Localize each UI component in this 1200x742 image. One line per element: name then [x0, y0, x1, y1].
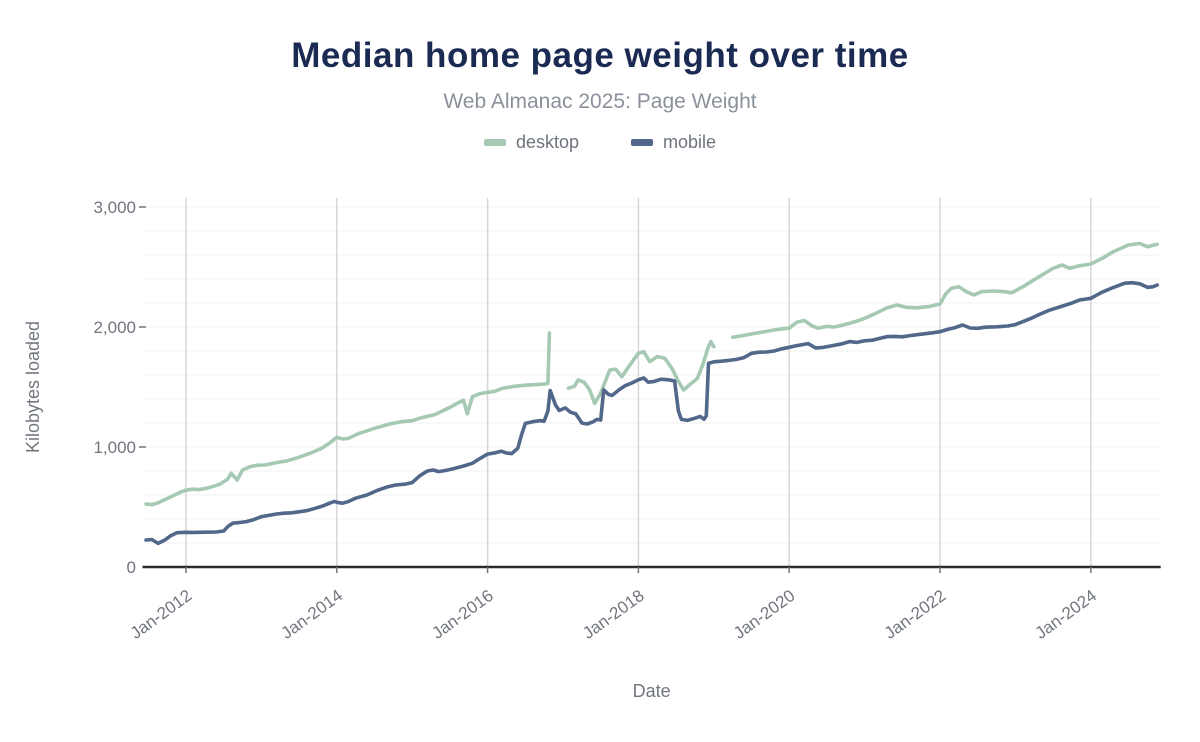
chart-subtitle: Web Almanac 2025: Page Weight: [443, 90, 757, 113]
series-line-mobile: [144, 280, 1159, 546]
series-line-desktop: [144, 241, 1159, 507]
x-tick-label: Jan-2020: [730, 586, 799, 643]
mobile-swatch-icon: [631, 139, 653, 146]
y-tick-label: 3,000: [93, 198, 136, 217]
y-tick-label: 1,000: [93, 438, 136, 457]
x-tick-label: Jan-2022: [881, 586, 950, 643]
legend-label-mobile: mobile: [663, 132, 717, 152]
chart-legend: desktop mobile: [0, 132, 1200, 153]
y-tick-label: 0: [127, 558, 136, 577]
x-tick-label: Jan-2024: [1032, 586, 1101, 643]
y-tick-label: 2,000: [93, 318, 136, 337]
x-tick-label: Jan-2012: [127, 586, 196, 643]
chart-header: Median home page weight over time Web Al…: [0, 0, 1200, 153]
legend-item-mobile[interactable]: mobile: [631, 132, 716, 153]
desktop-swatch-icon: [483, 139, 506, 146]
y-axis-title: Kilobytes loaded: [23, 321, 43, 453]
legend-label-desktop: desktop: [515, 132, 579, 152]
x-axis-title: Date: [633, 681, 671, 701]
legend-item-desktop[interactable]: desktop: [483, 132, 579, 153]
chart-title: Median home page weight over time: [291, 36, 909, 75]
x-tick-label: Jan-2014: [278, 586, 347, 643]
x-tick-label: Jan-2018: [579, 586, 648, 643]
x-tick-label: Jan-2016: [428, 586, 497, 643]
